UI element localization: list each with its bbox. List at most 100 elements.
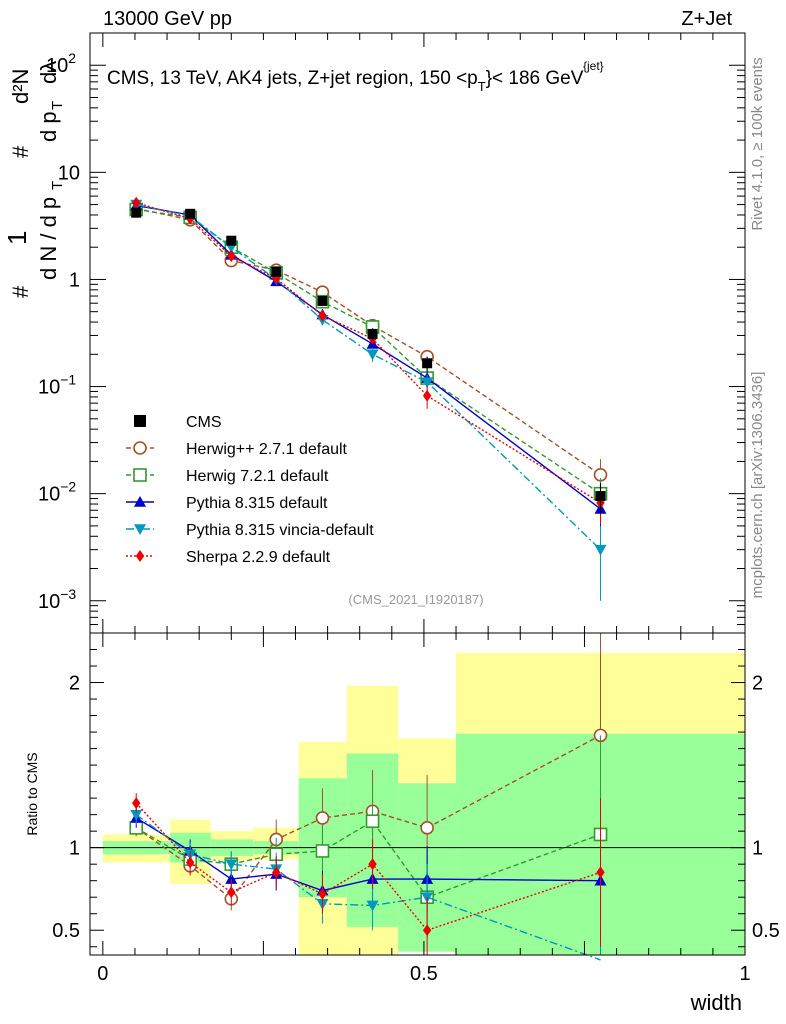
plot-title-main: CMS, 13 TeV, AK4 jets, Z+jet region, 150… [107, 68, 478, 89]
cms-point [131, 207, 142, 218]
series-point [318, 309, 327, 322]
ratio-series-line [135, 817, 601, 892]
legend-label: CMS [186, 414, 222, 431]
main-axis-ticks: 10−3 10−2 10−1 1 10 102 [38, 32, 746, 634]
legend-entry: Herwig++ 2.7.1 default [126, 441, 348, 458]
legend-marker [135, 550, 145, 562]
ratio-point [315, 844, 330, 858]
legend-entry: Herwig 7.2.1 default [126, 468, 329, 485]
main-y-tick-exponent: −1 [60, 372, 76, 388]
ylabel-t-sub-1: T [49, 181, 66, 190]
cms-point [367, 328, 378, 339]
main-y-tick-label: 1 [69, 269, 80, 291]
analysis-id-label: (CMS_2021_I1920187) [348, 592, 483, 607]
ratio-point [130, 809, 143, 821]
legend-label: Pythia 8.315 default [186, 495, 328, 512]
series-point [421, 377, 434, 389]
series-point [366, 349, 379, 361]
main-y-tick-label: 10−1 [38, 372, 76, 399]
x-axis-ticks: 0 0.5 1 [97, 633, 751, 985]
series-point [227, 250, 236, 263]
ratio-series-4 [132, 793, 605, 955]
ratio-series-line [135, 734, 601, 900]
ratio-y-tick-label-right: 0.5 [752, 920, 780, 942]
x-tick-label: 0 [97, 963, 108, 985]
ratio-point [227, 886, 236, 899]
cms-point [422, 358, 433, 369]
series-point [422, 389, 432, 402]
ratio-point [366, 900, 379, 912]
ratio-point [225, 873, 238, 884]
ratio-y-tick-label-left: 2 [69, 673, 80, 695]
ylabel-dlambda: dλ [36, 61, 61, 84]
ylabel-hash-1: # [8, 285, 33, 298]
series-line [136, 204, 601, 510]
ratio-point [422, 924, 432, 937]
ratio-point [420, 821, 434, 835]
legend-entry: Sherpa 2.2.9 default [126, 549, 331, 566]
x-axis-label: width [690, 990, 742, 1015]
main-y-tick-label: 102 [46, 50, 76, 77]
legend-marker [134, 524, 146, 535]
series-line [136, 202, 601, 504]
cms-point [185, 208, 196, 219]
ylabel-dpt: d p [36, 111, 61, 142]
main-plot-frame [89, 32, 746, 634]
main-y-axis-label: # 1 d N / d p T # d²N d p T dλ [2, 61, 66, 298]
legend-label: Herwig++ 2.7.1 default [186, 441, 348, 458]
ratio-series-line [135, 802, 601, 932]
cms-point [271, 266, 282, 277]
ratio-series-line [135, 814, 601, 961]
legend-label: Sherpa 2.2.9 default [186, 549, 331, 566]
mcplots-label: mcplots.cern.ch [arXiv:1306.3436] [749, 372, 766, 599]
ylabel-dn-dpt: d N / d p [36, 197, 61, 280]
x-tick-label: 1 [739, 963, 750, 985]
legend-entry: Pythia 8.315 vincia-default [126, 522, 374, 539]
plot-title-tail: }< 186 GeV [486, 68, 584, 89]
ratio-point [315, 811, 330, 825]
series-line [136, 208, 601, 495]
ratio-y-axis-label: Ratio to CMS [24, 752, 40, 835]
plot-title-sub: T [478, 79, 486, 94]
x-tick-label: 0.5 [410, 963, 438, 985]
legend-marker [133, 441, 147, 455]
ratio-point [368, 858, 377, 871]
ylabel-d2n: d²N [8, 69, 33, 104]
legend-entry: CMS [134, 414, 222, 431]
main-y-tick-label: 10−2 [38, 479, 76, 506]
main-y-tick-label: 10 [58, 162, 80, 184]
ratio-point [272, 866, 281, 879]
ratio-y-tick-label-left: 0.5 [52, 920, 80, 942]
legend-label: Herwig 7.2.1 default [186, 468, 329, 485]
legend-label: Pythia 8.315 vincia-default [186, 522, 374, 539]
ratio-point [132, 797, 141, 810]
main-y-tick-label: 10−3 [38, 586, 76, 613]
ratio-series-line [135, 820, 601, 899]
legend: CMS Herwig++ 2.7.1 default Herwig 7.2.1 de… [126, 414, 374, 566]
ratio-point [185, 856, 195, 869]
ratio-point [596, 866, 605, 879]
main-y-tick-exponent: 2 [68, 50, 76, 66]
cms-point [226, 235, 237, 246]
legend-entry: Pythia 8.315 default [126, 495, 328, 512]
rivet-version-label: Rivet 4.1.0, ≥ 100k events [749, 57, 766, 230]
ratio-plot-frame [89, 632, 746, 956]
ratio-y-tick-label-left: 1 [69, 838, 80, 860]
series-point [594, 544, 607, 556]
series-point [132, 196, 141, 209]
legend-marker [134, 415, 146, 427]
ylabel-hash-2: # [8, 145, 33, 158]
ratio-panel: 0.5 0.51 12 2 Ratio to CMS 0 0.5 1 width [24, 632, 780, 1015]
ratio-axis-ticks: 0.5 0.5 1 1 2 2 [52, 649, 780, 948]
ratio-point [318, 887, 327, 900]
ylabel-one: 1 [2, 231, 32, 245]
ratio-point [365, 814, 380, 829]
main-series-layer [129, 196, 608, 601]
main-y-tick-exponent: −2 [60, 479, 76, 495]
series-line [136, 203, 602, 551]
ratio-y-tick-label-right: 2 [752, 673, 763, 695]
ratio-point [225, 859, 238, 871]
header-energy-label: 13000 GeV pp [103, 8, 232, 30]
cms-point [595, 491, 606, 502]
